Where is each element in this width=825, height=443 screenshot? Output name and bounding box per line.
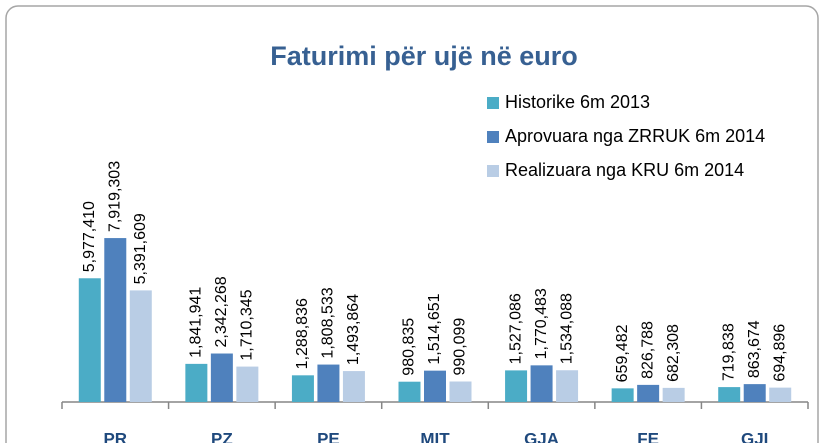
x-tick-label: PE: [317, 429, 340, 443]
data-label: 1,527,086: [507, 293, 524, 364]
bar: [291, 375, 314, 402]
bar: [236, 366, 259, 402]
bar: [342, 371, 365, 402]
bar: [505, 370, 528, 402]
data-label: 980,835: [401, 318, 418, 376]
bar: [424, 370, 446, 402]
bar: [449, 381, 472, 402]
bar: [611, 388, 634, 402]
x-tick-label: PR: [103, 429, 127, 443]
data-label: 719,838: [720, 323, 737, 381]
bar: [210, 353, 233, 402]
x-tick-label: MIT: [420, 429, 450, 443]
bar: [662, 387, 685, 402]
bar: [743, 384, 766, 402]
x-tick-label: PZ: [211, 429, 233, 443]
data-label: 1,493,864: [345, 294, 362, 365]
bar: [530, 365, 553, 402]
data-label: 5,391,609: [132, 213, 149, 284]
bar: [104, 238, 127, 402]
legend-swatch: [487, 165, 499, 177]
data-label: 682,308: [665, 324, 682, 382]
bar: [718, 387, 741, 402]
data-label: 1,710,345: [239, 289, 256, 360]
data-label: 659,482: [614, 324, 631, 382]
x-tick-label: GJI: [741, 429, 768, 443]
data-label: 1,288,836: [294, 298, 311, 369]
data-label: 826,788: [639, 321, 656, 379]
x-tick-label: GJA: [524, 429, 559, 443]
data-label: 1,534,088: [558, 293, 575, 364]
data-label: 2,342,268: [213, 276, 230, 347]
data-label: 990,099: [452, 318, 469, 376]
bar: [129, 290, 152, 402]
bar: [185, 363, 208, 402]
data-label: 1,770,483: [533, 288, 550, 359]
bar: [637, 384, 660, 402]
chart-title: Faturimi për ujë në euro: [270, 41, 578, 71]
data-label: 694,896: [771, 324, 788, 382]
bar: [317, 364, 340, 402]
data-label: 1,841,941: [188, 287, 205, 358]
bar: [398, 381, 421, 402]
data-label: 1,808,533: [320, 287, 337, 358]
data-label: 1,514,651: [426, 293, 443, 364]
legend-swatch: [487, 97, 499, 109]
data-label: 7,919,303: [107, 161, 124, 232]
legend-swatch: [487, 131, 499, 143]
legend-label: Aprovuara nga ZRRUK 6m 2014: [505, 126, 765, 146]
x-tick-label: FE: [637, 429, 659, 443]
bar: [78, 278, 101, 402]
chart-frame: [5, 5, 819, 443]
legend-label: Historike 6m 2013: [505, 92, 650, 112]
bar: [769, 387, 792, 402]
data-label: 5,977,410: [81, 201, 98, 272]
data-label: 863,674: [746, 320, 763, 378]
bar: [556, 370, 579, 402]
legend-label: Realizuara nga KRU 6m 2014: [505, 160, 744, 180]
